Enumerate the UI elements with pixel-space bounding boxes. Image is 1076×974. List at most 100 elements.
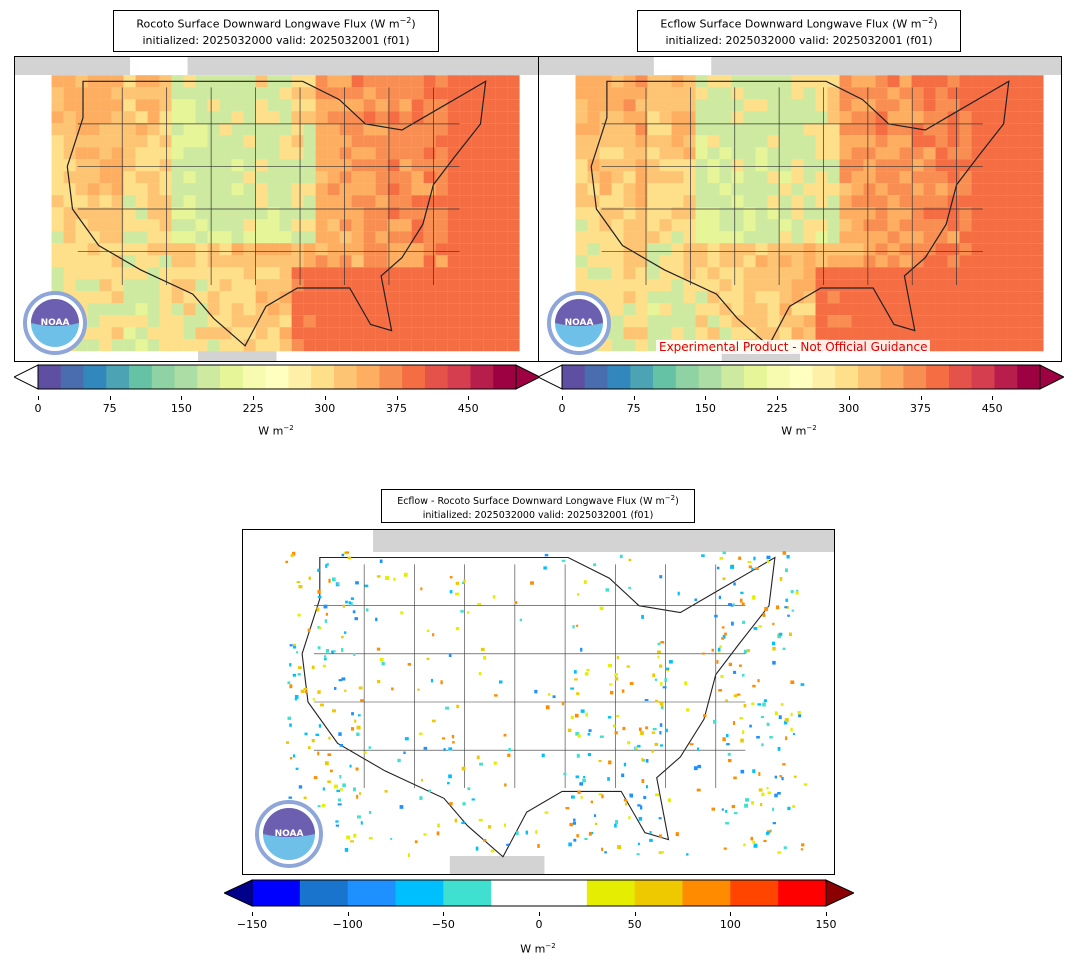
right-panel-title: Ecflow Surface Downward Longwave Flux (W… xyxy=(637,10,961,52)
colorbar-swatch xyxy=(730,880,779,906)
colorbar-tick-label: 375 xyxy=(386,402,407,415)
colorbar-swatch xyxy=(675,365,700,389)
colorbar-swatch xyxy=(539,880,588,906)
left-panel-title: Rocoto Surface Downward Longwave Flux (W… xyxy=(113,10,439,52)
colorbar-swatch xyxy=(880,365,904,389)
colorbar-swatch xyxy=(288,365,312,389)
colorbar-swatch xyxy=(252,880,301,906)
colorbar-swatch xyxy=(242,365,267,389)
colorbar-swatch xyxy=(634,880,683,906)
colorbar-tick-label: 150 xyxy=(815,918,837,931)
colorbar-tick-label: 375 xyxy=(910,402,931,415)
colorbar-swatch xyxy=(778,880,827,906)
colorbar-swatch xyxy=(1017,365,1041,389)
colorbar-tick-label: 300 xyxy=(838,402,860,415)
colorbar-tick-mark xyxy=(443,912,445,916)
colorbar-tick-mark xyxy=(920,396,922,400)
colorbar-swatch xyxy=(470,365,494,389)
svg-text:NOAA: NOAA xyxy=(275,829,304,839)
colorbar-swatch xyxy=(744,365,768,389)
colorbar-swatch xyxy=(447,365,471,389)
noaa-logo: NOAA xyxy=(23,291,87,355)
colorbar-tick-label: 100 xyxy=(719,918,741,931)
colorbar-tick-label: 0 xyxy=(558,402,566,415)
map-canvas: NOAA xyxy=(539,57,1061,361)
colorbar-swatch xyxy=(948,365,973,389)
colorbar-swatch xyxy=(562,365,586,389)
colorbar-swatch xyxy=(265,365,289,389)
colorbar-swatch xyxy=(220,365,244,389)
difference-speckles xyxy=(285,551,808,858)
colorbar-swatch xyxy=(721,365,745,389)
diff-colorbar-unit: W m−2 xyxy=(520,942,556,956)
colorbar-tick-mark xyxy=(848,396,850,400)
right-colorbar-unit: W m−2 xyxy=(781,424,817,438)
state-boundaries xyxy=(77,87,460,285)
colorbar-tick-mark xyxy=(181,396,183,400)
colorbar-tick-mark xyxy=(468,396,470,400)
us-outline xyxy=(66,80,487,347)
colorbar-tick-label: −100 xyxy=(332,918,363,931)
colorbar-swatch xyxy=(356,365,380,389)
colorbar-swatch xyxy=(311,365,335,389)
colorbar-swatch xyxy=(698,365,722,389)
left-flux-colorbar xyxy=(14,364,540,390)
colorbar-swatch xyxy=(630,365,654,389)
colorbar-tick-mark xyxy=(539,912,540,916)
experimental-disclaimer: Experimental Product - Not Official Guid… xyxy=(656,340,931,354)
colorbar-swatch xyxy=(60,365,85,389)
colorbar-swatch xyxy=(443,880,492,906)
svg-text:NOAA: NOAA xyxy=(565,318,594,328)
right-flux-map: NOAA xyxy=(538,56,1062,362)
colorbar-swatch xyxy=(299,880,349,906)
colorbar-swatch xyxy=(971,365,995,389)
colorbar-tick-label: 300 xyxy=(314,402,336,415)
us-outline xyxy=(590,80,1010,347)
colorbar-tick-mark xyxy=(252,912,253,916)
colorbar-swatch xyxy=(835,365,859,389)
us-outline xyxy=(301,556,776,858)
left-colorbar-unit: W m−2 xyxy=(258,424,294,438)
map-canvas: NOAA xyxy=(15,57,538,361)
colorbar-swatch xyxy=(607,365,631,389)
colorbar-tick-mark xyxy=(634,912,636,916)
noaa-logo: NOAA xyxy=(547,291,611,355)
colorbar-tick-mark xyxy=(324,396,326,400)
colorbar-tick-label: −150 xyxy=(236,918,268,931)
colorbar-swatch xyxy=(493,365,517,389)
colorbar-swatch xyxy=(402,365,426,389)
colorbar-tick-mark xyxy=(347,912,349,916)
noaa-logo: NOAA xyxy=(255,800,323,868)
colorbar-swatch xyxy=(653,365,677,389)
colorbar-tick-mark xyxy=(730,912,732,916)
colorbar-swatch xyxy=(333,365,358,389)
colorbar-tick-label: 150 xyxy=(694,402,716,415)
colorbar-tick-mark xyxy=(633,396,635,400)
diff-colorbar xyxy=(224,879,854,907)
colorbar-swatch xyxy=(682,880,731,906)
colorbar-tick-label: 450 xyxy=(981,402,1003,415)
colorbar-swatch xyxy=(347,880,396,906)
left-flux-map: NOAA xyxy=(14,56,539,362)
state-boundaries xyxy=(601,87,983,285)
colorbar-swatch xyxy=(174,365,198,389)
colorbar-tick-mark xyxy=(777,396,779,400)
colorbar-tick-label: 75 xyxy=(626,402,641,415)
diff-canvas: NOAA xyxy=(255,530,834,874)
colorbar-swatch xyxy=(766,365,791,389)
colorbar-swatch xyxy=(395,880,444,906)
right-flux-colorbar xyxy=(538,364,1064,390)
colorbar-tick-mark xyxy=(826,912,827,916)
colorbar-tick-label: 225 xyxy=(766,402,788,415)
colorbar-tick-label: 75 xyxy=(102,402,117,415)
colorbar-swatch xyxy=(38,365,62,389)
colorbar-tick-mark xyxy=(705,396,707,400)
colorbar-tick-mark xyxy=(396,396,398,400)
colorbar-swatch xyxy=(129,365,153,389)
colorbar-swatch xyxy=(379,365,403,389)
colorbar-tick-mark xyxy=(109,396,111,400)
colorbar-tick-mark xyxy=(992,396,994,400)
colorbar-swatch xyxy=(812,365,836,389)
colorbar-tick-mark xyxy=(562,396,563,400)
diff-panel-title: Ecflow - Rocoto Surface Downward Longwav… xyxy=(381,489,695,523)
